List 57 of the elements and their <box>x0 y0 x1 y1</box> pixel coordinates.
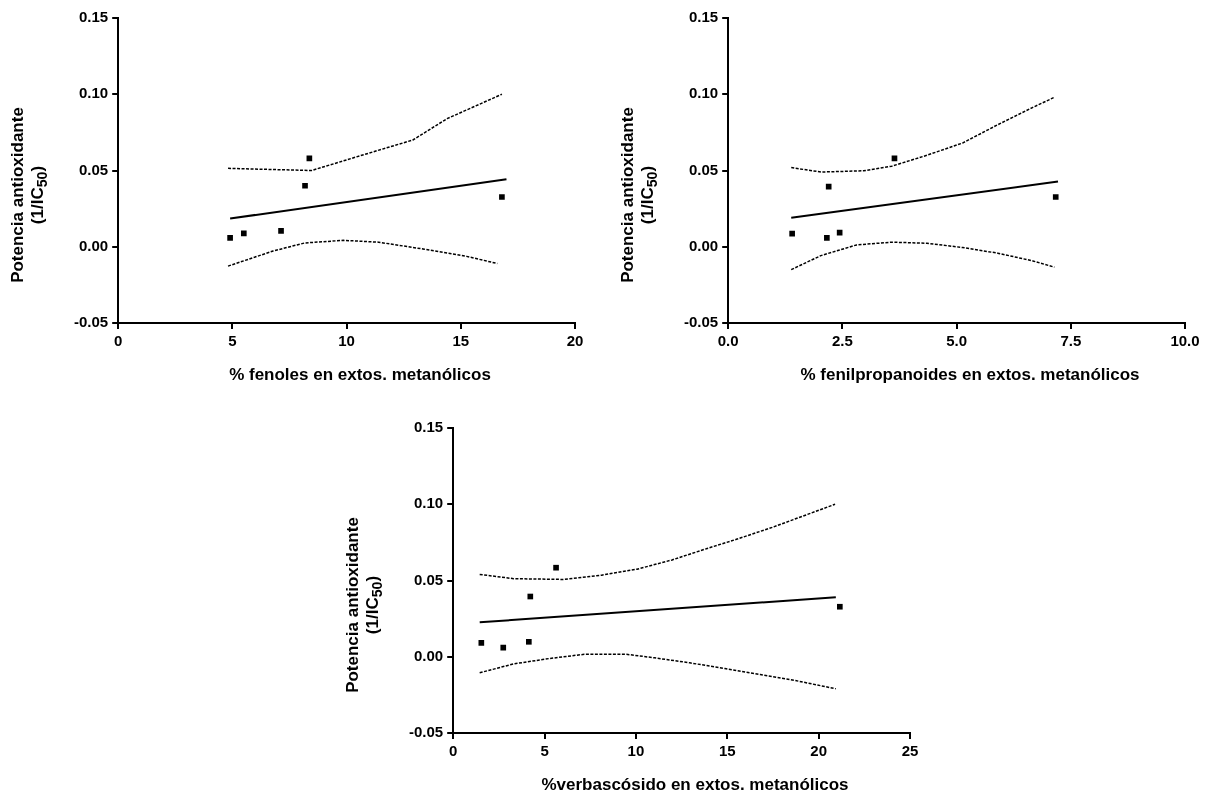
y-tick-label: 0.15 <box>688 8 719 26</box>
x-axis-title: %verbascósido en extos. metanólicos <box>540 775 850 795</box>
x-tick-label: 5.0 <box>946 332 968 350</box>
y-tick-label: -0.05 <box>73 313 109 331</box>
point <box>302 182 308 189</box>
y-tick-label: 0.05 <box>688 160 719 178</box>
point <box>824 235 830 241</box>
point <box>500 644 507 651</box>
x-tick-label: 20 <box>810 742 827 760</box>
line-series <box>790 241 1056 271</box>
y-tick-label: 0.00 <box>413 646 444 664</box>
y-tick-label: 0.00 <box>688 236 719 254</box>
line-series <box>227 239 499 267</box>
y-tick-label: 0.15 <box>413 418 444 436</box>
x-tick-label: 10 <box>627 742 645 760</box>
y-tick-label: 0.10 <box>413 494 444 512</box>
point <box>526 638 532 645</box>
line-series <box>478 653 837 690</box>
y-tick-label: 0.15 <box>78 8 109 26</box>
x-tick-label: 10 <box>338 332 355 350</box>
point <box>825 183 832 190</box>
x-tick-label: 15 <box>718 742 736 760</box>
line-series <box>227 93 503 172</box>
x-tick-label: 5 <box>228 332 237 350</box>
line-series <box>478 503 836 581</box>
y-tick-label: 0.05 <box>413 570 444 588</box>
y-tick-label: -0.05 <box>683 313 719 331</box>
line-series <box>790 96 1056 173</box>
point <box>837 603 843 610</box>
y-tick-label: 0.10 <box>78 84 109 102</box>
x-axis-title: % fenilpropanoides en extos. metanólicos <box>799 365 1141 385</box>
y-tick-label: -0.05 <box>408 723 444 741</box>
point <box>789 230 795 237</box>
point <box>553 564 559 571</box>
x-tick-label: 5 <box>540 742 549 760</box>
x-tick-label: 7.5 <box>1060 332 1082 350</box>
x-tick-label: 10.0 <box>1170 332 1200 350</box>
point <box>227 235 233 241</box>
point <box>527 593 534 600</box>
x-tick-label: 0 <box>449 742 458 760</box>
point <box>1052 194 1059 200</box>
y-tick-label: 0.05 <box>78 160 109 178</box>
point <box>278 228 284 234</box>
x-tick-label: 20 <box>566 332 584 350</box>
point <box>499 194 505 200</box>
point <box>478 640 485 646</box>
point <box>240 230 247 237</box>
x-tick-label: 25 <box>901 742 919 760</box>
x-tick-label: 2.5 <box>831 332 853 350</box>
y-tick-label: 0.10 <box>688 84 719 102</box>
point <box>891 155 898 162</box>
x-tick-label: 15 <box>452 332 470 350</box>
x-tick-label: 0 <box>114 332 123 350</box>
point <box>306 155 313 162</box>
x-tick-label: 0.0 <box>717 332 739 350</box>
x-axis-title: % fenoles en extos. metanólicos <box>228 365 492 385</box>
y-tick-label: 0.00 <box>78 236 109 254</box>
